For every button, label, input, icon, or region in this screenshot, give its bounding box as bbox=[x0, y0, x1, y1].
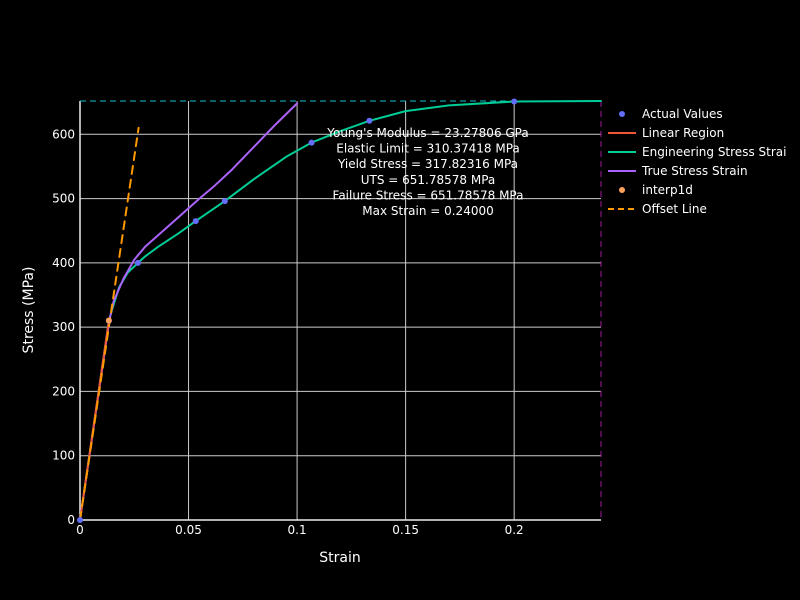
legend-marker bbox=[619, 111, 625, 117]
x-tick-label: 0.2 bbox=[505, 523, 524, 537]
data-point-interp1d bbox=[105, 317, 112, 324]
legend-label: True Stress Strain bbox=[641, 164, 748, 178]
x-tick-label: 0 bbox=[76, 523, 84, 537]
legend-label: Engineering Stress Strai bbox=[642, 145, 786, 159]
data-point-actual-values bbox=[192, 218, 199, 225]
data-point-actual-values bbox=[366, 117, 373, 124]
annotation-box: Young's Modulus = 23.27806 GPa Elastic Li… bbox=[326, 126, 529, 218]
y-tick-label: 300 bbox=[52, 320, 75, 334]
legend-item-actual-values[interactable]: Actual Values bbox=[619, 107, 723, 121]
legend-item-linear-region[interactable]: Linear Region bbox=[608, 126, 724, 140]
data-point-actual-values bbox=[77, 517, 83, 523]
y-tick-label: 200 bbox=[52, 384, 75, 398]
x-tick-label: 0.15 bbox=[392, 523, 419, 537]
x-tick-label: 0.05 bbox=[175, 523, 202, 537]
series-line-offset-line bbox=[79, 126, 140, 521]
y-tick-label: 400 bbox=[52, 256, 75, 270]
data-point-actual-values bbox=[134, 259, 141, 266]
legend-label: Actual Values bbox=[642, 107, 723, 121]
annotation-line: UTS = 651.78578 MPa bbox=[361, 173, 496, 187]
data-point-actual-values bbox=[308, 139, 315, 146]
legend-item-true-stress-strain[interactable]: True Stress Strain bbox=[608, 164, 748, 178]
y-tick-label: 0 bbox=[67, 513, 75, 527]
annotation-line: Max Strain = 0.24000 bbox=[362, 204, 493, 218]
legend[interactable]: Actual Values Linear Region Engineering St… bbox=[608, 107, 786, 216]
axis-ticks: 0 0.05 0.1 0.15 0.2 0 100 200 300 400 500 600 bbox=[52, 127, 524, 537]
x-tick-label: 0.1 bbox=[288, 523, 307, 537]
data-point-actual-values bbox=[511, 98, 518, 105]
annotation-line: Young's Modulus = 23.27806 GPa bbox=[326, 126, 529, 140]
legend-label: interp1d bbox=[642, 183, 693, 197]
legend-label: Linear Region bbox=[642, 126, 724, 140]
legend-item-offset-line[interactable]: Offset Line bbox=[608, 202, 707, 216]
y-tick-label: 600 bbox=[52, 127, 75, 141]
series-layer bbox=[77, 98, 602, 523]
legend-marker bbox=[619, 187, 625, 193]
x-axis-title: Strain bbox=[319, 550, 360, 566]
y-axis-title: Stress (MPa) bbox=[21, 267, 37, 354]
legend-item-engineering-stress-strai[interactable]: Engineering Stress Strai bbox=[608, 145, 786, 159]
data-point-actual-values bbox=[221, 198, 228, 205]
y-tick-label: 500 bbox=[52, 192, 75, 206]
grid bbox=[79, 101, 601, 521]
legend-item-interp1d[interactable]: interp1d bbox=[619, 183, 693, 197]
y-tick-label: 100 bbox=[52, 449, 75, 463]
annotation-line: Failure Stress = 651.78578 MPa bbox=[333, 188, 524, 202]
annotation-line: Elastic Limit = 310.37418 MPa bbox=[336, 142, 520, 156]
legend-label: Offset Line bbox=[642, 202, 707, 216]
series-line-true-stress-strain bbox=[79, 102, 299, 521]
annotation-line: Yield Stress = 317.82316 MPa bbox=[337, 157, 518, 171]
